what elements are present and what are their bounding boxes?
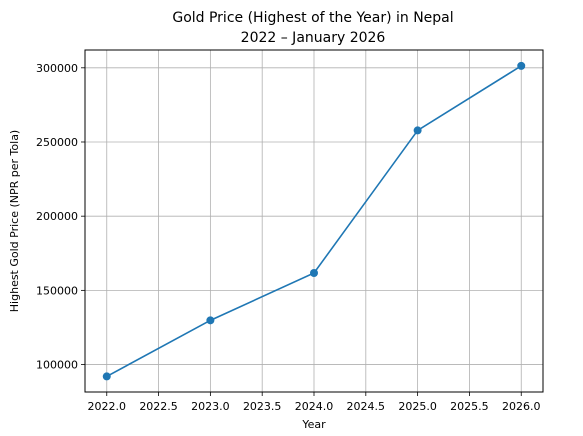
- chart-title-line-2: 2022 – January 2026: [241, 30, 386, 46]
- x-tick-label: 2022.0: [88, 400, 127, 413]
- y-tick-label: 200000: [36, 210, 78, 223]
- y-axis-label: Highest Gold Price (NPR per Tola): [8, 130, 21, 312]
- grid: [85, 50, 543, 392]
- data-point: [413, 126, 422, 135]
- data-point: [310, 269, 318, 278]
- x-tick-label: 2025.5: [450, 400, 489, 413]
- y-tick-label: 300000: [36, 62, 78, 75]
- x-tick-label: 2026.0: [502, 400, 541, 413]
- data-point: [517, 61, 526, 70]
- x-tick-label: 2023.0: [191, 400, 230, 413]
- x-tick-label: 2022.5: [139, 400, 178, 413]
- chart-title: Gold Price (Highest of the Year) in Nepa…: [172, 10, 453, 46]
- series-line-group: [102, 61, 526, 381]
- data-point: [102, 372, 111, 381]
- y-axis: 100000 150000 200000 250000 300000: [36, 62, 85, 372]
- x-tick-label: 2025.0: [398, 400, 437, 413]
- x-axis: 2022.0 2022.5 2023.0 2023.5 2024.0 2024.5 2025…: [88, 392, 541, 413]
- data-point: [206, 316, 215, 325]
- y-tick-label: 150000: [36, 284, 78, 297]
- y-tick-label: 250000: [36, 136, 78, 149]
- chart-title-line-1: Gold Price (Highest of the Year) in Nepa…: [172, 10, 453, 26]
- x-tick-label: 2024.0: [295, 400, 334, 413]
- y-tick-label: 100000: [36, 359, 78, 372]
- x-tick-label: 2023.5: [243, 400, 282, 413]
- x-tick-label: 2024.5: [347, 400, 386, 413]
- x-axis-label: Year: [301, 418, 326, 431]
